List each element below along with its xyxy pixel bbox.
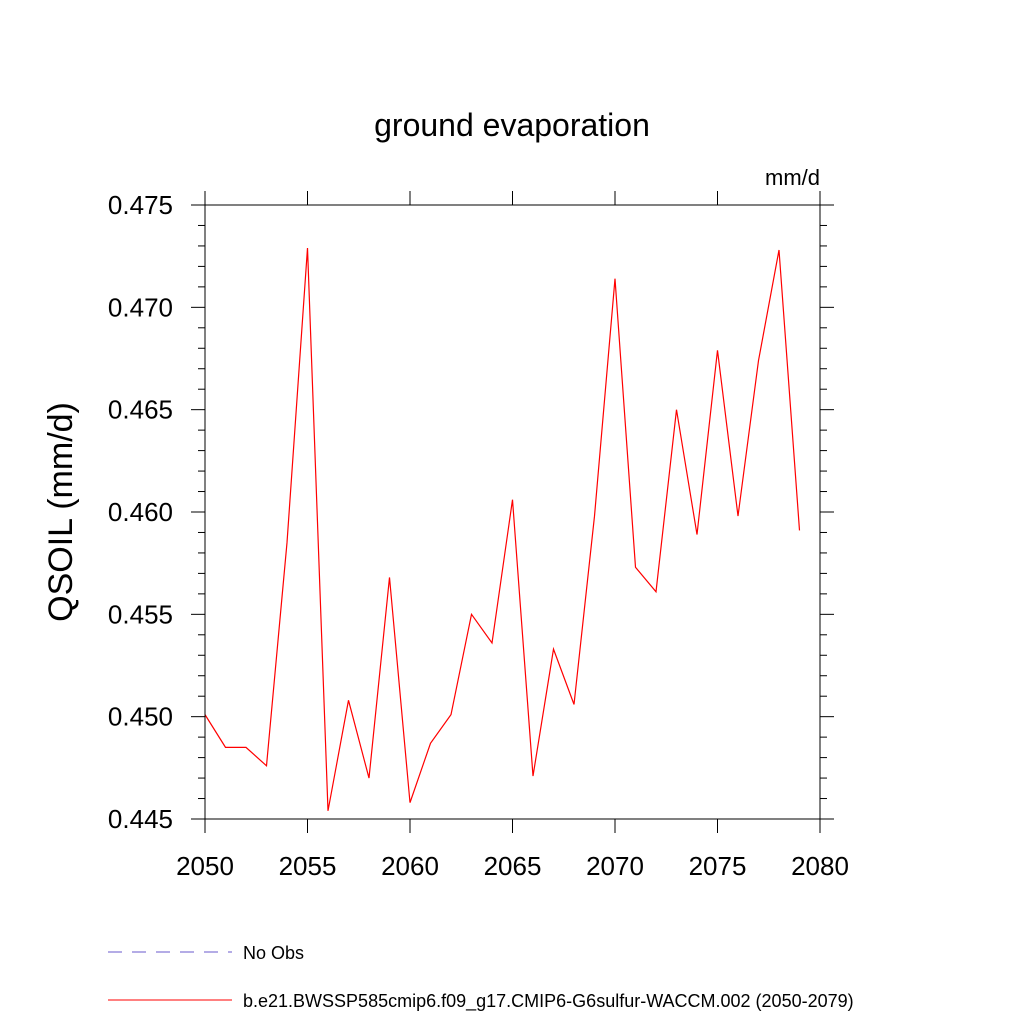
legend: No Obs b.e21.BWSSP585cmip6.f09_g17.CMIP6-… (108, 943, 854, 1012)
y-tick-label: 0.465 (108, 395, 173, 425)
series-line (204, 247, 801, 811)
chart-title: ground evaporation (374, 107, 650, 143)
x-tick-label: 2080 (791, 851, 849, 881)
plot-frame (204, 204, 821, 820)
y-axis-label: QSOIL (mm/d) (42, 402, 80, 622)
x-tick-label: 2075 (689, 851, 747, 881)
x-tick-label: 2055 (279, 851, 337, 881)
x-tick-label: 2060 (381, 851, 439, 881)
y-tick-label: 0.475 (108, 190, 173, 220)
legend-label: b.e21.BWSSP585cmip6.f09_g17.CMIP6-G6sulf… (243, 991, 854, 1012)
y-tick-label: 0.455 (108, 599, 173, 629)
y-tick-label: 0.445 (108, 804, 173, 834)
x-tick-label: 2070 (586, 851, 644, 881)
units-label: mm/d (765, 165, 820, 190)
legend-label: No Obs (243, 943, 304, 963)
y-tick-label: 0.450 (108, 702, 173, 732)
x-tick-label: 2065 (484, 851, 542, 881)
y-tick-label: 0.470 (108, 292, 173, 322)
y-tick-label: 0.460 (108, 497, 173, 527)
axis-ticks: 0.445 0.450 0.455 0.460 0.465 0.470 0.475 2050 2… (108, 190, 849, 881)
series-layer (204, 247, 801, 811)
x-tick-label: 2050 (176, 851, 234, 881)
